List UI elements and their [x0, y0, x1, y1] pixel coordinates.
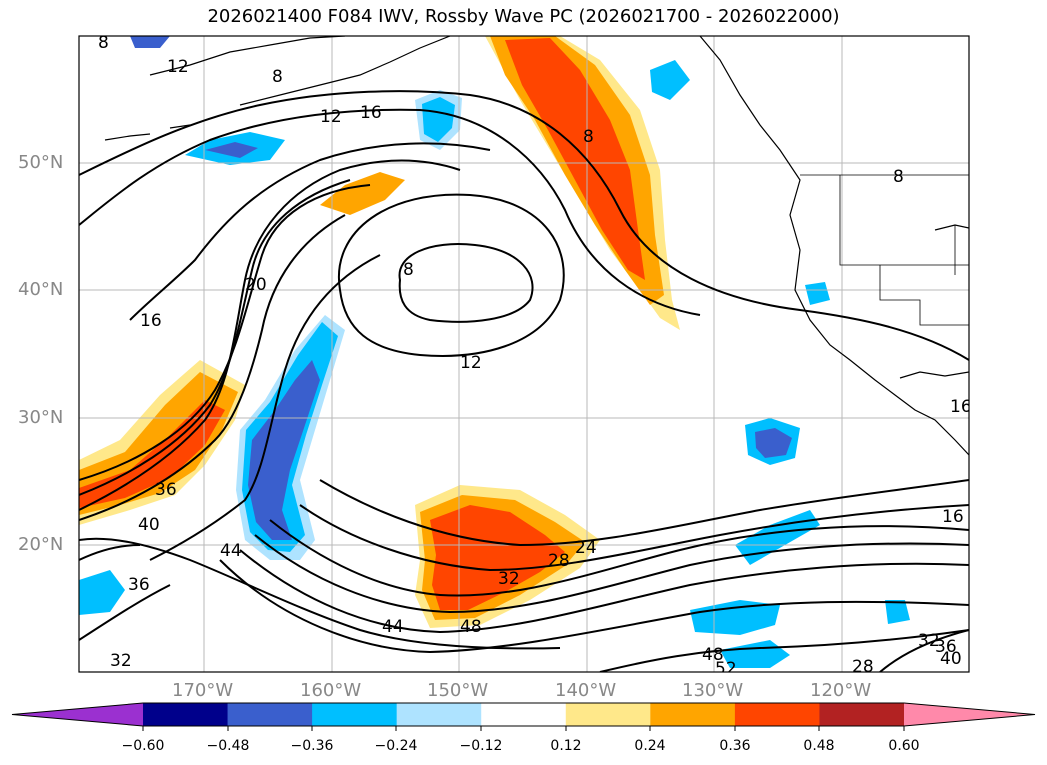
colorbar-segment — [481, 703, 567, 726]
contour-label: 44 — [382, 617, 404, 637]
contour-label: 16 — [360, 103, 382, 123]
contour-label: 8 — [98, 33, 109, 53]
contour-label: 12 — [167, 57, 189, 77]
contour-label: 16 — [942, 507, 964, 527]
contour-label: 16 — [140, 311, 162, 331]
colorbar-tick-label: 0.60 — [888, 738, 920, 754]
colorbar-segment — [227, 703, 313, 726]
colorbar-segment — [143, 703, 229, 726]
lat-label: 50°N — [18, 152, 64, 173]
map-title: 2026021400 F084 IWV, Rossby Wave PC (202… — [207, 6, 840, 27]
negative-anomaly-central — [236, 315, 345, 560]
lon-label: 160°W — [300, 680, 362, 701]
contour-label: 36 — [128, 575, 150, 595]
contour-label: 8 — [272, 67, 283, 87]
colorbar-tick-label: −0.36 — [290, 738, 334, 754]
contour-label: 16 — [950, 397, 972, 417]
contour-label: 28 — [548, 551, 570, 571]
iwv-contours — [79, 90, 969, 672]
lon-label: 140°W — [555, 680, 617, 701]
colorbar-tick-label: 0.12 — [550, 738, 582, 754]
contour-label: 36 — [155, 480, 177, 500]
colorbar-tick-label: −0.60 — [121, 738, 165, 754]
colorbar-extend-min — [12, 703, 143, 726]
lat-label: 40°N — [18, 279, 64, 300]
colorbar-tick-label: −0.48 — [206, 738, 250, 754]
colorbar-tick-label: −0.24 — [374, 738, 418, 754]
colorbar-segment — [650, 703, 736, 726]
contour-label: 8 — [583, 127, 594, 147]
contour-label: 32 — [498, 569, 520, 589]
positive-anomaly-subtropical — [320, 172, 600, 628]
contour-label: 20 — [245, 275, 267, 295]
contour-label: 32 — [918, 631, 940, 651]
contour-label: 24 — [575, 538, 597, 558]
lon-label: 130°W — [682, 680, 744, 701]
positive-anomaly-ne-pacific — [485, 36, 680, 330]
lat-label: 20°N — [18, 534, 64, 555]
colorbar-tick-label: 0.24 — [634, 738, 666, 754]
contour-label: 36 — [935, 637, 957, 657]
lon-label: 120°W — [810, 680, 872, 701]
colorbar-segment — [819, 703, 905, 726]
colorbar-extend-max — [904, 703, 1035, 726]
coastline — [104, 36, 969, 456]
contour-label: 8 — [403, 260, 414, 280]
colorbar — [11, 702, 1036, 731]
contour-label: 52 — [715, 659, 737, 679]
contour-label: 32 — [110, 651, 132, 671]
contour-label: 40 — [940, 649, 962, 669]
colorbar-tick-label: 0.48 — [803, 738, 835, 754]
political-borders — [800, 174, 969, 326]
colorbar-segment — [396, 703, 482, 726]
lat-label: 30°N — [18, 407, 64, 428]
contour-label: 40 — [138, 515, 160, 535]
colorbar-tick-label: 0.36 — [719, 738, 751, 754]
lon-label: 150°W — [427, 680, 489, 701]
contour-label: 12 — [460, 353, 482, 373]
colorbar-segment — [312, 703, 398, 726]
contour-label: 12 — [320, 107, 342, 127]
contour-label: 48 — [702, 645, 724, 665]
colorbar-segment — [565, 703, 651, 726]
contour-label: 48 — [460, 617, 482, 637]
colorbar-tick-label: −0.12 — [459, 738, 503, 754]
lon-label: 170°W — [172, 680, 234, 701]
contour-labels: 8 12 8 12 16 8 20 16 8 12 40 36 44 36 32… — [98, 33, 972, 679]
plot-frame — [78, 35, 970, 673]
colorbar-segment — [734, 703, 820, 726]
contour-label: 28 — [852, 657, 874, 677]
contour-label: 8 — [893, 167, 904, 187]
negative-anomaly-misc — [79, 36, 910, 668]
contour-label: 44 — [220, 541, 242, 561]
